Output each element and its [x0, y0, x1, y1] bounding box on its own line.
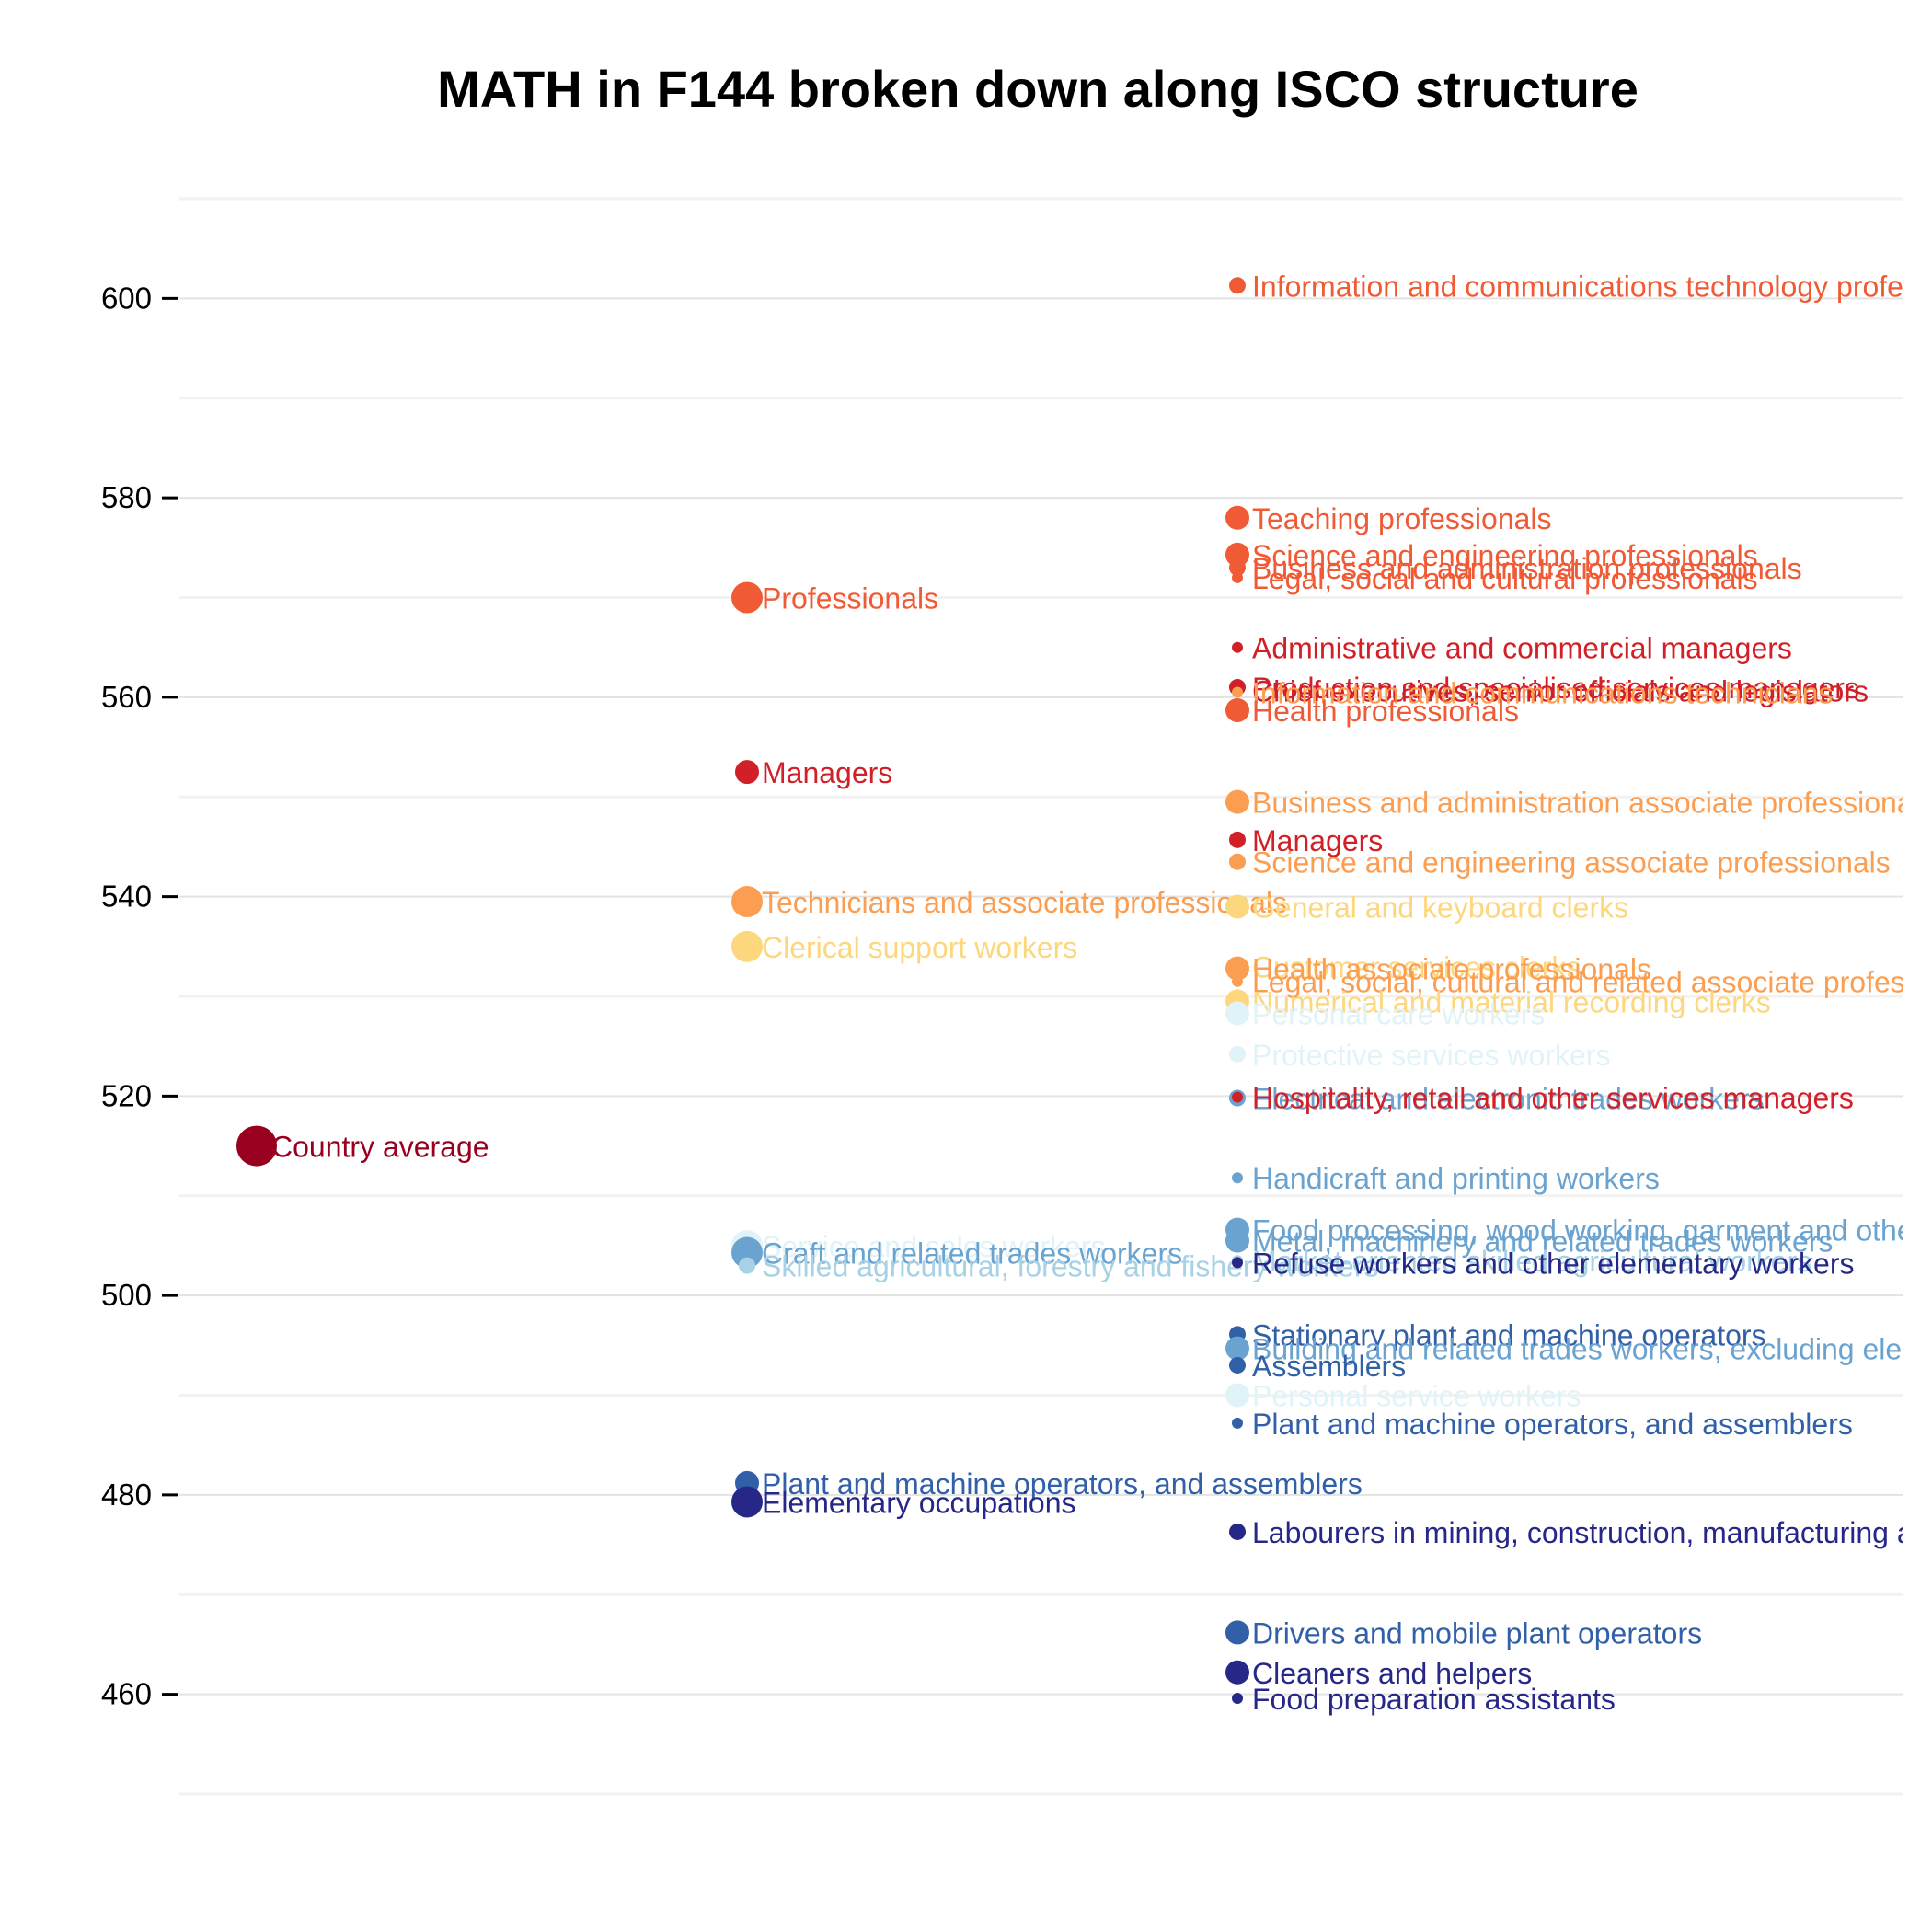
data-label: Information and communications technolog… [1252, 270, 1932, 303]
data-label: Managers [1252, 824, 1383, 857]
data-point [1232, 571, 1243, 583]
y-tick-label: 580 [101, 480, 152, 514]
data-label: Cleaners and helpers [1252, 1657, 1532, 1690]
data-point [731, 1236, 763, 1269]
data-label: Protective services workers [1252, 1039, 1610, 1072]
data-label: Clerical support workers [762, 931, 1077, 964]
data-label: Chief executives, senior officials and l… [1252, 674, 1869, 707]
data-point [1225, 894, 1249, 919]
data-point [1225, 789, 1249, 814]
data-label: Hospitality, retail and other services m… [1252, 1081, 1854, 1114]
y-tick-label: 500 [101, 1278, 152, 1312]
data-point [1225, 505, 1249, 530]
y-tick-label: 600 [101, 281, 152, 315]
data-label: Assemblers [1252, 1350, 1406, 1383]
data-label: Plant and machine operators, and assembl… [1252, 1408, 1853, 1441]
data-label: Teaching professionals [1252, 502, 1552, 535]
data-label: Information and communications technicia… [1252, 676, 1833, 709]
data-point [1229, 277, 1246, 294]
data-point [731, 886, 763, 918]
data-label: Customer services clerks [1252, 950, 1581, 983]
data-label: Refuse workers and other elementary work… [1252, 1247, 1855, 1280]
data-point [1225, 1383, 1249, 1408]
data-point [1232, 686, 1243, 698]
data-point [731, 930, 763, 962]
data-point [1229, 853, 1246, 870]
data-point [731, 581, 763, 614]
data-point [1225, 1001, 1249, 1026]
data-label: Country average [271, 1131, 489, 1164]
data-point [1225, 1228, 1249, 1253]
data-point [1232, 641, 1243, 653]
y-tick-label: 560 [101, 680, 152, 714]
data-point [1232, 975, 1243, 987]
data-points: Country average Professionals Managers Tech… [236, 270, 1932, 1716]
data-label: Labourers in mining, construction, manuf… [1252, 1516, 1932, 1549]
data-point [1232, 1692, 1243, 1704]
data-point [1232, 1091, 1243, 1103]
data-label: Stationary plant and machine operators [1252, 1318, 1766, 1351]
data-label: Science and engineering professionals [1252, 539, 1758, 572]
data-label: Metal, machinery and related trades work… [1252, 1225, 1833, 1259]
data-label: Drivers and mobile plant operators [1252, 1616, 1702, 1650]
data-point [236, 1125, 277, 1167]
y-tick-label: 460 [101, 1677, 152, 1711]
data-label: Health professionals [1252, 695, 1519, 728]
data-point [1225, 697, 1249, 722]
data-point [1225, 1620, 1249, 1645]
data-label: Legal, social, cultural and related asso… [1252, 966, 1932, 999]
data-label: Health associate professionals [1252, 953, 1651, 986]
data-label: Skilled agricultural, forestry and fishe… [762, 1250, 1378, 1283]
data-point [1229, 1045, 1246, 1063]
y-tick-label: 480 [101, 1478, 152, 1512]
data-point [1225, 956, 1249, 981]
data-point [735, 760, 759, 785]
data-label: Personal care workers [1252, 997, 1545, 1030]
data-label: Numerical and material recording clerks [1252, 985, 1771, 1018]
data-label: Professionals [762, 582, 938, 615]
data-label: Business and administration professional… [1252, 552, 1802, 585]
chart-title: MATH in F144 broken down along ISCO stru… [437, 60, 1639, 118]
data-label: Legal, social and cultural professionals [1252, 562, 1758, 595]
data-label: Handicraft and printing workers [1252, 1162, 1660, 1195]
data-label: Administrative and commercial managers [1252, 632, 1792, 665]
y-axis: 460 480 500 520 540 560 580 600 [101, 281, 178, 1711]
data-point [1232, 1172, 1243, 1184]
y-tick-label: 520 [101, 1078, 152, 1112]
data-point [1232, 1417, 1243, 1429]
data-label: Science and engineering associate profes… [1252, 846, 1891, 880]
data-label: Business and administration associate pr… [1252, 787, 1932, 820]
data-label: General and keyboard clerks [1252, 891, 1628, 924]
data-point [1225, 1660, 1249, 1685]
data-label: Service and sales workers [762, 1230, 1105, 1263]
data-label: Personal service workers [1252, 1380, 1581, 1413]
data-label: Technicians and associate professionals [762, 886, 1287, 919]
data-label: Market-oriented skilled agricultural wor… [1252, 1245, 1811, 1278]
data-point [1225, 542, 1249, 567]
data-label: Food preparation assistants [1252, 1683, 1616, 1716]
data-label: Production and specialised services mana… [1252, 672, 1859, 705]
data-label: Elementary occupations [762, 1486, 1076, 1519]
data-label: Craft and related trades workers [762, 1237, 1182, 1271]
data-point [739, 1257, 755, 1274]
data-label: Managers [762, 756, 892, 789]
data-label: Plant and machine operators, and assembl… [762, 1467, 1363, 1501]
data-label: Building and related trades workers, exc… [1252, 1333, 1932, 1366]
data-point [1232, 1257, 1243, 1269]
data-point [1229, 558, 1246, 576]
data-point [1229, 1356, 1246, 1374]
data-point [1229, 1523, 1246, 1540]
y-tick-label: 540 [101, 880, 152, 914]
data-point [731, 1486, 763, 1518]
data-point [1229, 831, 1246, 848]
data-label: Electrical and electronic trades workers [1252, 1083, 1765, 1116]
grid [179, 197, 1903, 1796]
data-point [1225, 1336, 1249, 1361]
data-label: Food processing, wood working, garment a… [1252, 1214, 1932, 1248]
